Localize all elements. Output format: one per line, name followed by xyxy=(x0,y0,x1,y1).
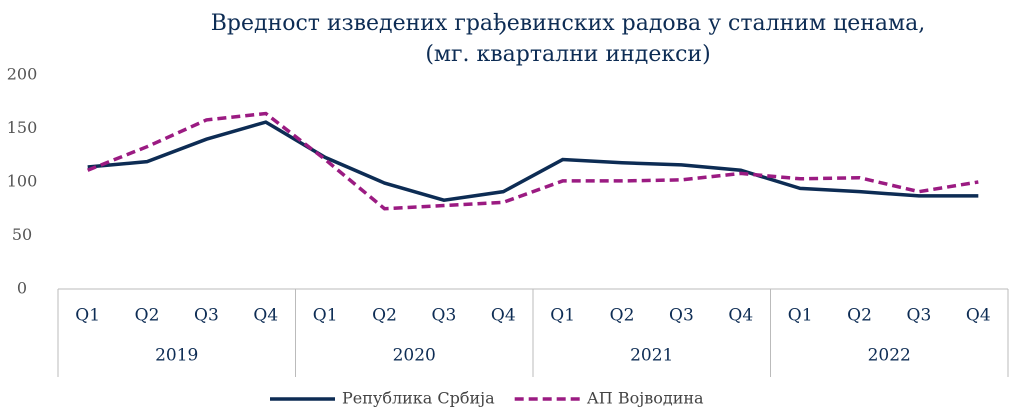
x-tick-label: Q3 xyxy=(907,306,932,326)
x-group-label: 2021 xyxy=(630,346,673,366)
y-tick-label: 100 xyxy=(7,172,38,191)
x-tick-label: Q4 xyxy=(728,306,753,326)
legend-label: Република Србија xyxy=(342,389,495,408)
x-tick-label: Q2 xyxy=(372,306,397,326)
chart-title: Вредност изведених грађевинских радова у… xyxy=(211,11,925,36)
x-tick-label: Q4 xyxy=(966,306,991,326)
x-group-label: 2022 xyxy=(868,346,911,366)
x-tick-label: Q3 xyxy=(669,306,694,326)
x-tick-label: Q1 xyxy=(313,306,338,326)
legend-label: АП Војводина xyxy=(587,389,704,408)
chart-title: (мг. квартални индекси) xyxy=(425,42,710,67)
y-tick-label: 150 xyxy=(7,118,38,137)
y-tick-label: 0 xyxy=(17,279,27,298)
x-tick-label: Q2 xyxy=(610,306,635,326)
x-group-label: 2020 xyxy=(393,346,436,366)
y-tick-label: 200 xyxy=(7,65,38,84)
x-tick-label: Q1 xyxy=(788,306,813,326)
series-line xyxy=(87,120,979,202)
x-tick-label: Q3 xyxy=(194,306,219,326)
x-tick-label: Q4 xyxy=(253,306,278,326)
x-group-label: 2019 xyxy=(155,346,198,366)
x-tick-label: Q1 xyxy=(75,306,100,326)
series-line xyxy=(87,111,979,211)
x-tick-label: Q1 xyxy=(550,306,575,326)
x-tick-label: Q4 xyxy=(491,306,516,326)
y-tick-label: 50 xyxy=(12,225,32,244)
x-tick-label: Q3 xyxy=(432,306,457,326)
x-tick-label: Q2 xyxy=(847,306,872,326)
x-tick-label: Q2 xyxy=(135,306,160,326)
